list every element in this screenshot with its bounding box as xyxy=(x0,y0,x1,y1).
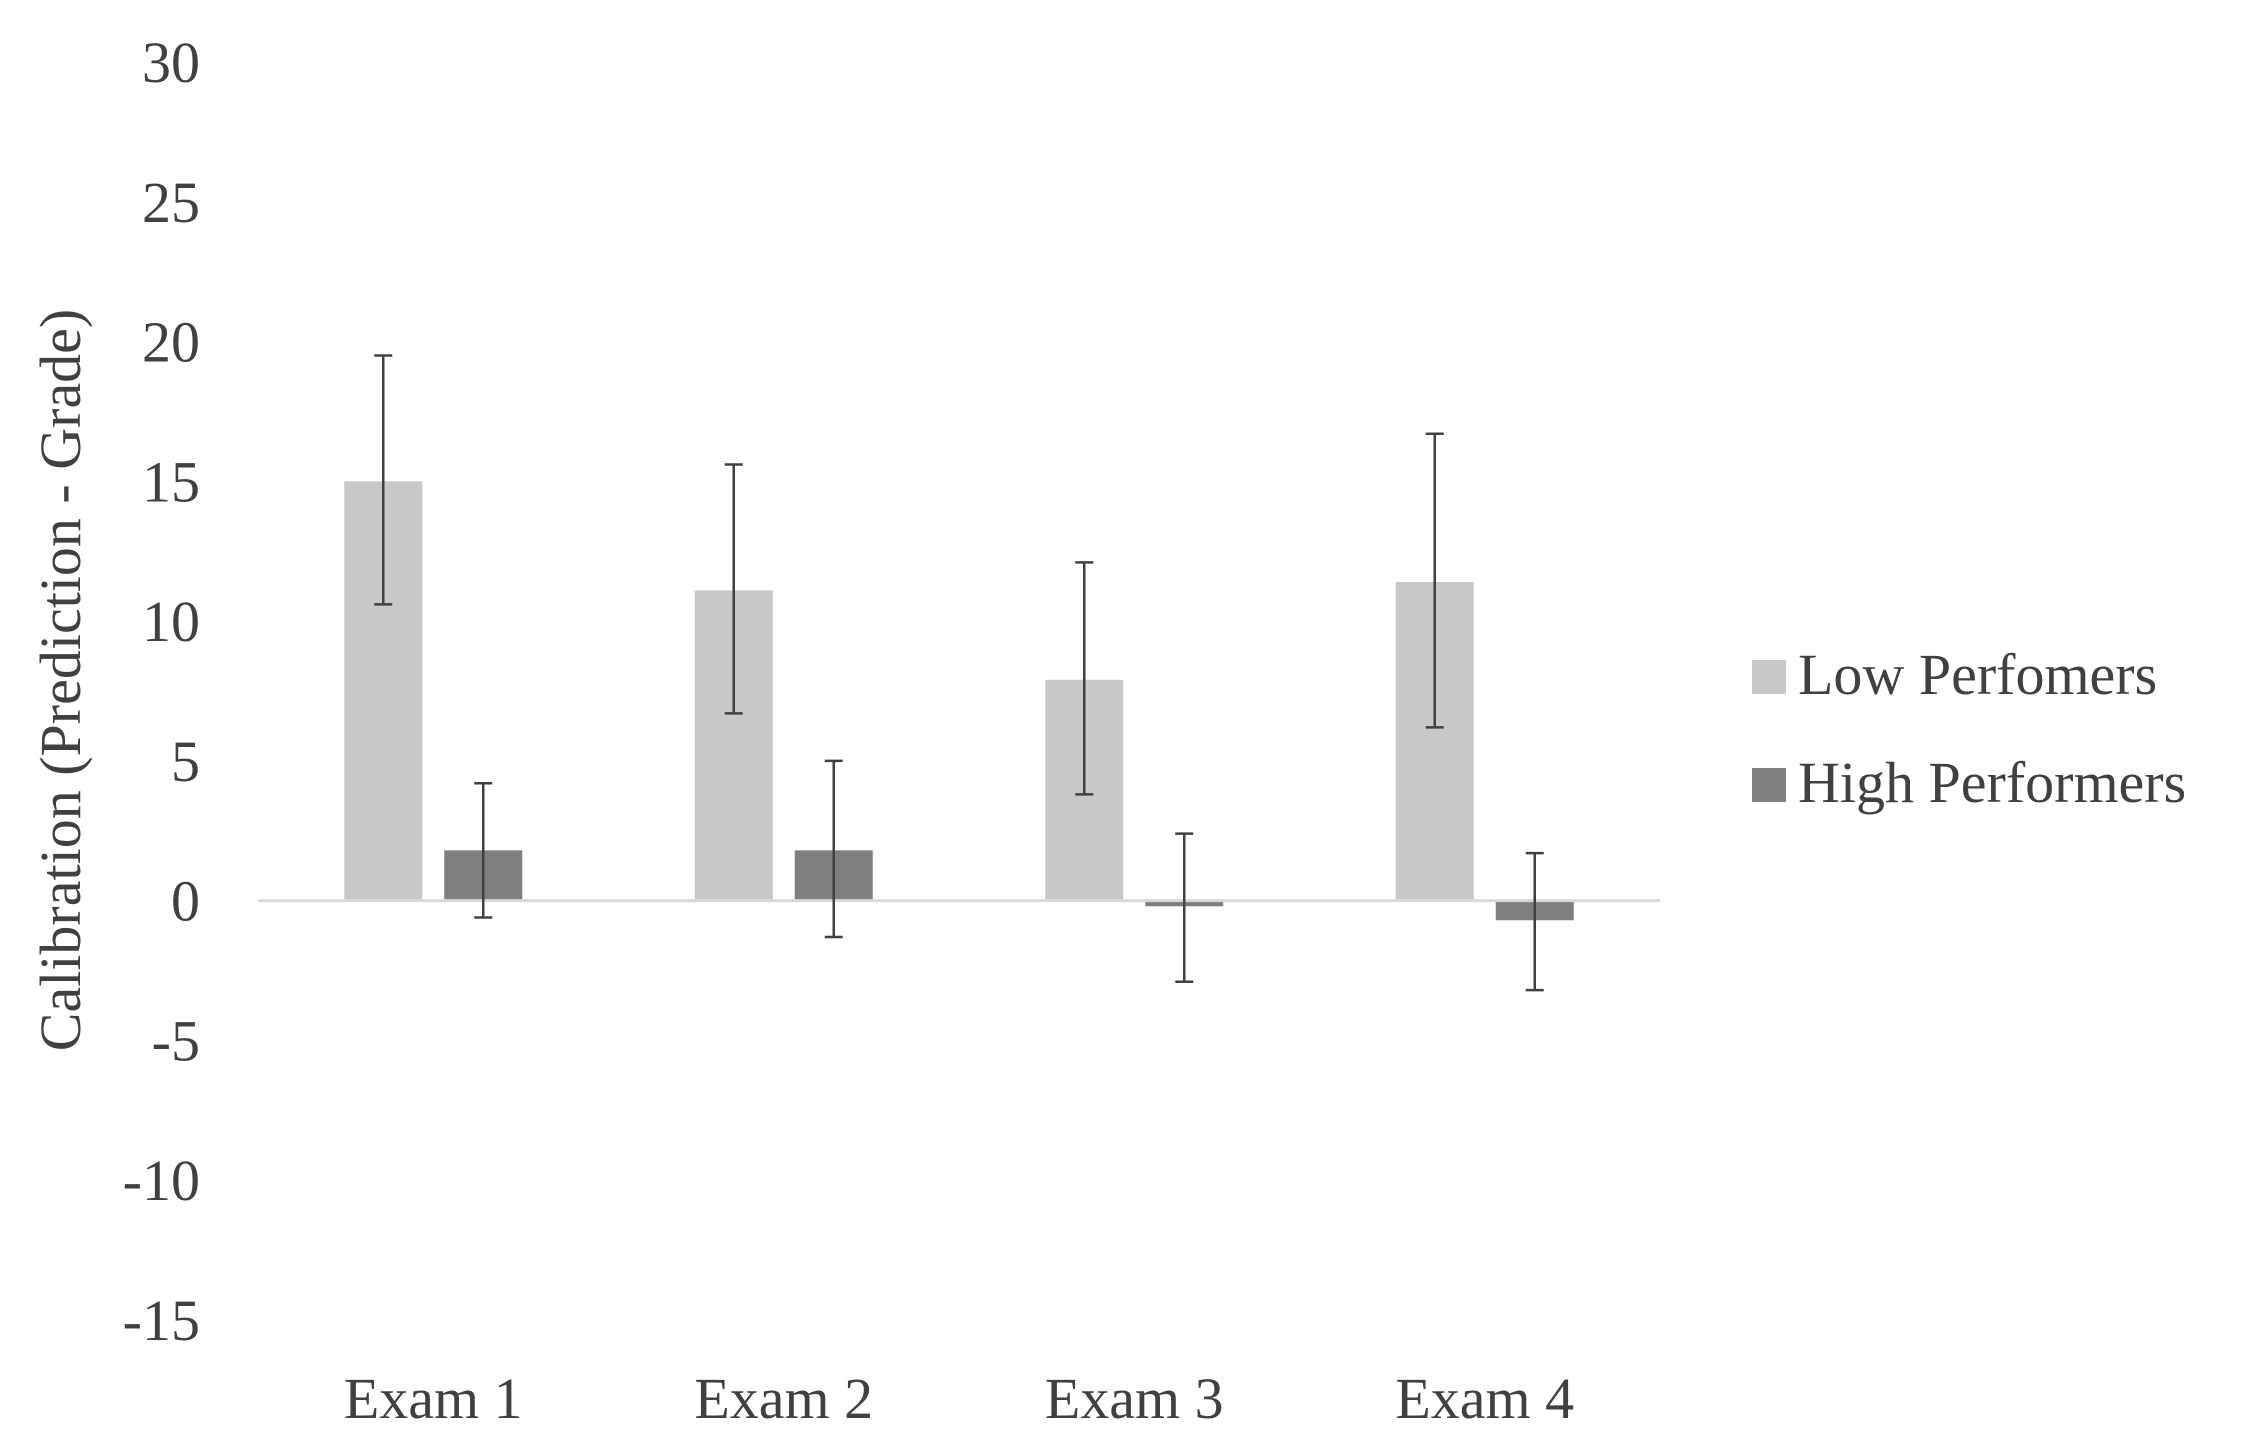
legend: Low Perfomers High Performers xyxy=(1752,642,2186,815)
error-bars xyxy=(374,354,1544,992)
legend-label: Low Perfomers xyxy=(1798,642,2157,707)
y-tick-label: 25 xyxy=(142,170,200,235)
x-tick-label: Exam 2 xyxy=(694,1366,873,1431)
y-tick-label: -15 xyxy=(123,1288,200,1353)
y-tick-label: 5 xyxy=(171,729,200,794)
y-tick-label: -5 xyxy=(152,1008,200,1073)
legend-swatch xyxy=(1752,660,1786,694)
y-tick-label: -10 xyxy=(123,1148,200,1213)
y-tick-label: 10 xyxy=(142,589,200,654)
x-axis-ticks: Exam 1 Exam 2 Exam 3 Exam 4 xyxy=(344,1366,1574,1431)
x-tick-label: Exam 3 xyxy=(1045,1366,1224,1431)
bars xyxy=(344,481,1574,921)
y-tick-label: 30 xyxy=(142,30,200,95)
x-tick-label: Exam 4 xyxy=(1395,1366,1574,1431)
y-axis-title: Calibration (Prediction - Grade) xyxy=(28,309,93,1051)
y-tick-label: 15 xyxy=(142,449,200,514)
y-axis-ticks: 30 25 20 15 10 5 0 -5 -10 -15 xyxy=(123,30,200,1353)
legend-swatch xyxy=(1752,768,1786,802)
legend-label: High Performers xyxy=(1798,750,2186,815)
y-tick-label: 20 xyxy=(142,310,200,375)
y-tick-label: 0 xyxy=(171,869,200,934)
x-tick-label: Exam 1 xyxy=(344,1366,523,1431)
